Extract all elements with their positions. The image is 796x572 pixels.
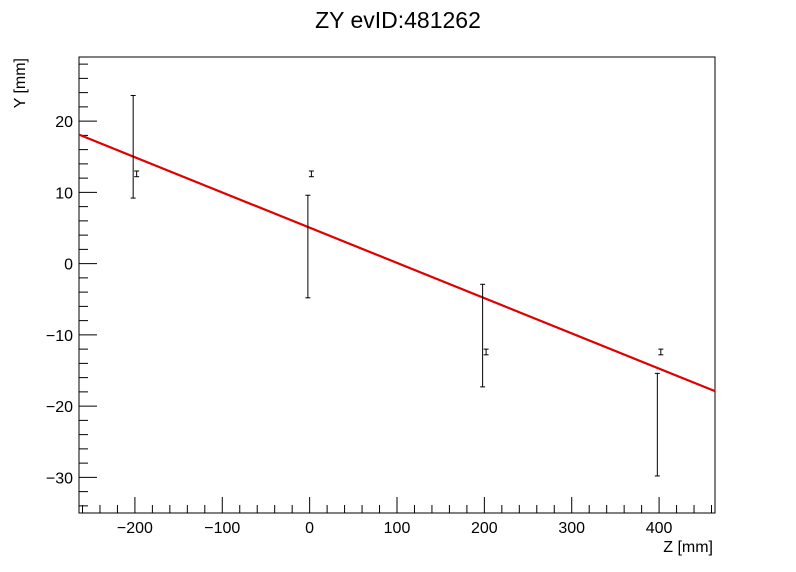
x-tick-label: 100 xyxy=(384,520,411,537)
y-axis-ticks xyxy=(79,63,97,507)
y-tick-label: 10 xyxy=(55,185,73,202)
y-tick-label: 0 xyxy=(64,257,73,274)
y-tick-label: 20 xyxy=(55,114,73,131)
y-tick-label: −20 xyxy=(46,399,73,416)
data-points xyxy=(130,94,664,477)
data-point xyxy=(308,170,314,178)
data-point xyxy=(483,348,489,356)
y-tick-label: −30 xyxy=(46,470,73,487)
data-point xyxy=(658,348,664,356)
y-tick-label: −10 xyxy=(46,328,73,345)
data-point xyxy=(305,194,311,299)
fit-line-group xyxy=(78,133,716,393)
x-axis-ticks xyxy=(81,497,713,513)
x-tick-label: 0 xyxy=(305,520,314,537)
x-tick-label: 200 xyxy=(471,520,498,537)
x-tick-label: 400 xyxy=(646,520,673,537)
x-tick-label: −100 xyxy=(204,520,240,537)
x-tick-label: −200 xyxy=(117,520,153,537)
chart-title: ZY evID:481262 xyxy=(315,7,481,33)
fit-line xyxy=(78,133,716,393)
data-point xyxy=(130,94,136,199)
y-axis-title: Y [mm] xyxy=(12,58,29,108)
y-axis-tick-labels: −30 −20 −10 0 10 20 xyxy=(46,114,73,487)
x-tick-label: 300 xyxy=(558,520,585,537)
data-point xyxy=(654,372,660,477)
data-point xyxy=(134,170,140,178)
x-axis-title: Z [mm] xyxy=(663,539,713,556)
x-axis-tick-labels: −200 −100 0 100 200 300 400 xyxy=(117,520,673,537)
data-point xyxy=(480,283,486,388)
